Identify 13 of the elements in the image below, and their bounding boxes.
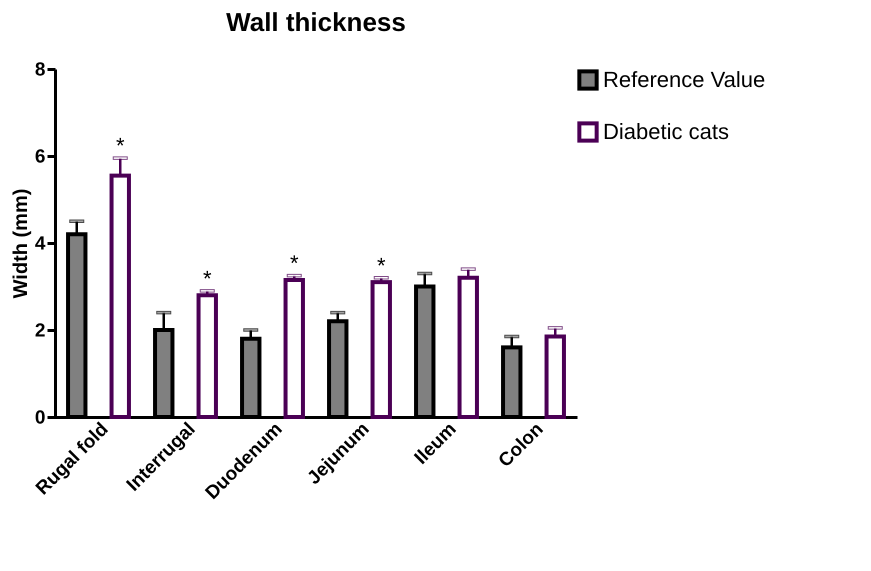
data-label: * bbox=[116, 133, 125, 158]
y-tick-label: 4 bbox=[34, 234, 46, 254]
data-label: * bbox=[376, 252, 386, 278]
y-tick-label: 0 bbox=[34, 408, 46, 428]
chart-title: Wall thickness bbox=[226, 7, 406, 37]
data-label: * bbox=[290, 250, 299, 276]
data-label: * bbox=[202, 266, 212, 291]
y-tick-label: 8 bbox=[34, 60, 46, 80]
y-axis-title: Width (mm) bbox=[10, 188, 32, 298]
legend-label: Reference Value bbox=[603, 67, 766, 92]
y-tick-label: 2 bbox=[34, 320, 46, 342]
legend-label: Diabetic cats bbox=[603, 119, 729, 144]
y-tick-label: 6 bbox=[34, 146, 46, 168]
